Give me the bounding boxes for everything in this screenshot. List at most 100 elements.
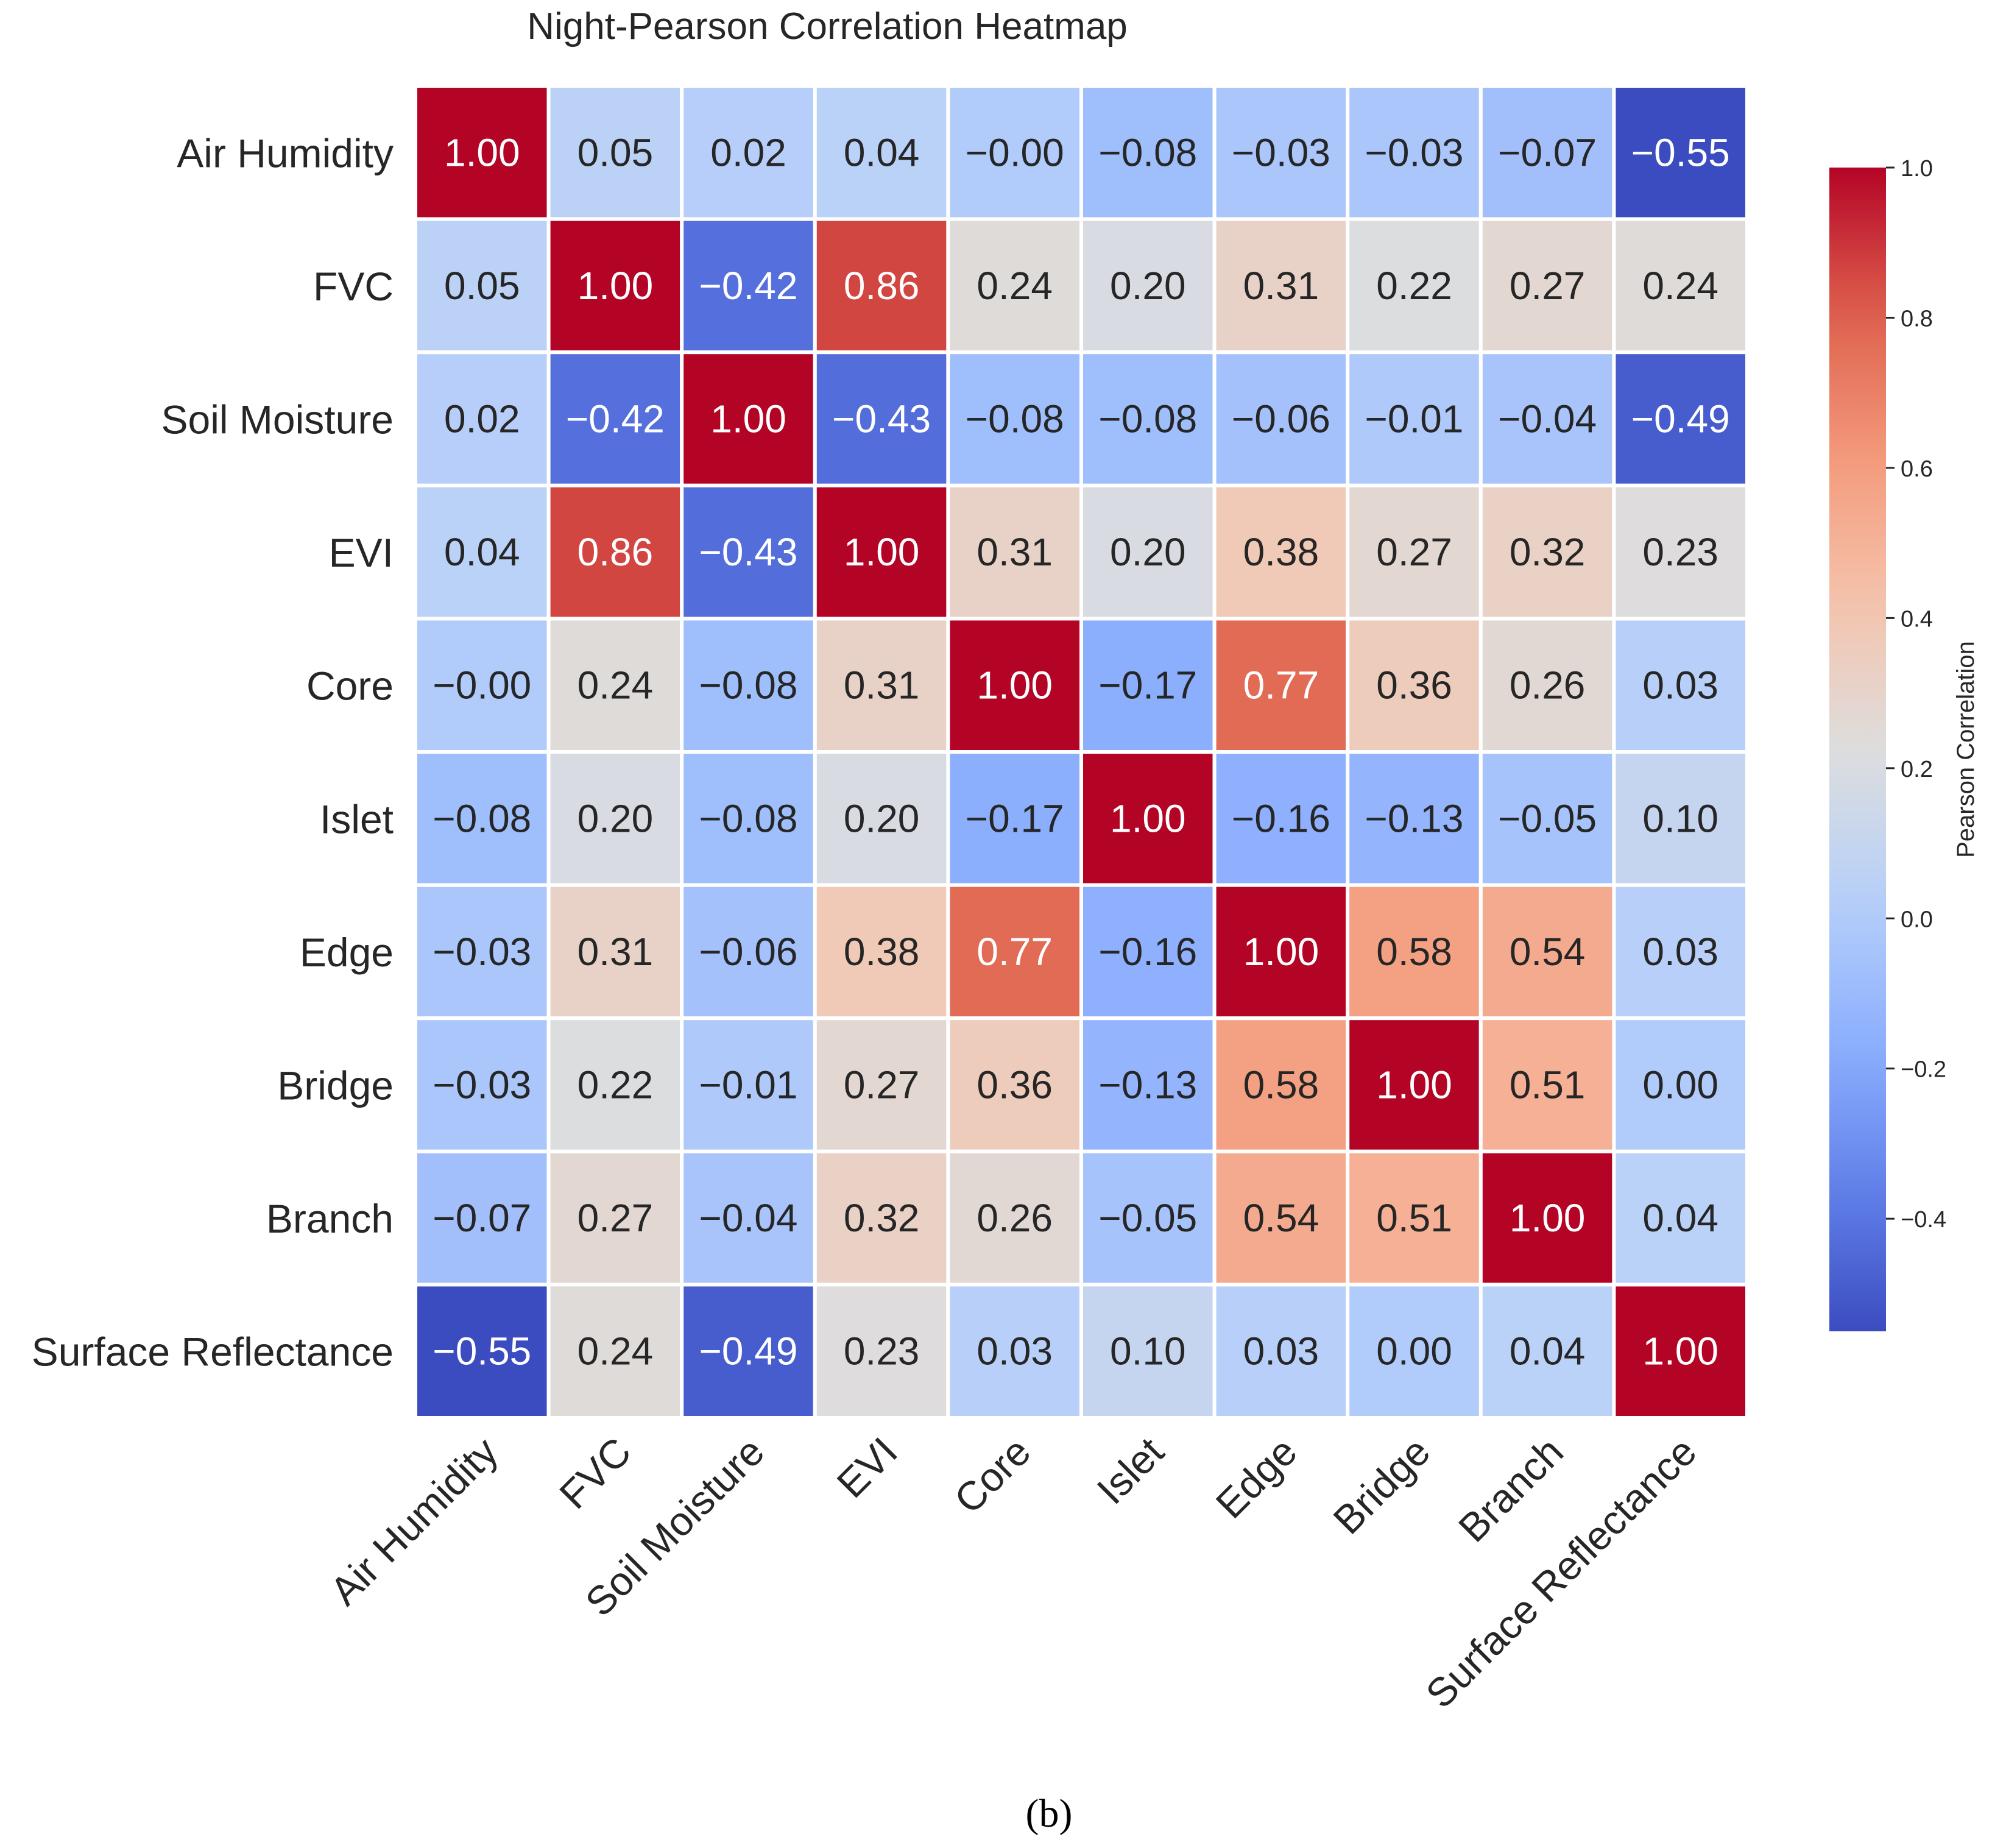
cell-value-label: −0.07 — [433, 1196, 531, 1240]
heatmap-cell — [946, 1016, 1084, 1153]
heatmap-cell — [1612, 350, 1749, 487]
heatmap-cell — [1079, 1016, 1217, 1153]
cell-value-label: −0.13 — [1365, 796, 1464, 840]
cell-value-label: −0.00 — [433, 664, 531, 707]
column-label: Bridge — [1324, 1429, 1438, 1543]
cell-value-label: 0.51 — [1376, 1196, 1452, 1240]
cell-value-label: 0.05 — [577, 130, 654, 174]
colorbar: 1.0 0.8 0.6 0.4 0.2 0.0 −0.2 −0.4 Pearson Correl… — [1829, 156, 1979, 1331]
cell-value-label: 0.51 — [1510, 1063, 1586, 1107]
heatmap-cell — [680, 750, 817, 887]
cell-value-label: 0.24 — [1642, 264, 1718, 308]
colorbar-tick-label: 0.2 — [1901, 757, 1933, 782]
cell-value-label: 1.00 — [577, 264, 654, 308]
heatmap-cell — [414, 1149, 551, 1287]
chart-title: Night-Pearson Correlation Heatmap — [527, 5, 1128, 48]
cell-value-label: −0.49 — [1631, 397, 1730, 441]
heatmap-cell — [813, 750, 950, 887]
cell-value-label: 0.10 — [1642, 796, 1718, 840]
cell-value-label: 0.27 — [844, 1063, 920, 1107]
heatmap-cell — [546, 217, 684, 355]
row-label: EVI — [329, 530, 394, 575]
heatmap-cell — [1212, 1016, 1350, 1153]
heatmap-cell — [1212, 617, 1350, 754]
heatmap-cell — [1346, 617, 1483, 754]
cell-value-label: −0.43 — [699, 530, 798, 574]
cell-value-label: −0.08 — [1098, 397, 1197, 441]
cell-value-label: −0.08 — [1098, 130, 1197, 174]
cell-value-label: 0.27 — [577, 1196, 654, 1240]
heatmap-cell — [813, 217, 950, 355]
colorbar-tick-label: 0.8 — [1901, 306, 1933, 331]
heatmap-cell — [546, 617, 684, 754]
colorbar-tick-label: 0.6 — [1901, 456, 1933, 482]
cell-value-label: −0.03 — [433, 930, 531, 974]
cell-value-label: −0.05 — [1498, 796, 1597, 840]
cell-value-label: −0.03 — [433, 1063, 531, 1107]
cell-value-label: −0.08 — [699, 664, 798, 707]
cell-value-label: 1.00 — [1110, 796, 1186, 840]
cell-value-label: 0.04 — [1642, 1196, 1718, 1240]
heatmap-cell — [1079, 84, 1217, 221]
heatmap-cell — [1478, 750, 1616, 887]
colorbar-gradient — [1829, 168, 1886, 1331]
cell-value-label: 0.86 — [844, 264, 920, 308]
cell-value-label: −0.03 — [1365, 130, 1464, 174]
heatmap-cell — [813, 1283, 950, 1420]
heatmap-cell — [414, 483, 551, 621]
heatmap-cell — [1612, 217, 1749, 355]
cell-value-label: 0.24 — [577, 664, 654, 707]
row-label: Bridge — [277, 1063, 394, 1108]
cell-value-label: 0.77 — [977, 930, 1053, 974]
cell-value-label: 0.00 — [1376, 1329, 1452, 1373]
heatmap-cell — [1612, 883, 1749, 1021]
column-label: Core — [945, 1429, 1039, 1522]
heatmap-cell — [946, 1149, 1084, 1287]
heatmap-cell — [1079, 883, 1217, 1021]
cell-value-label: 1.00 — [1642, 1329, 1718, 1373]
heatmap-cell — [546, 84, 684, 221]
cell-value-label: 0.24 — [977, 264, 1053, 308]
heatmap-cell — [414, 84, 551, 221]
heatmap-cells — [414, 84, 1749, 1420]
cell-value-label: 0.58 — [1243, 1063, 1319, 1107]
row-label: Core — [306, 664, 394, 709]
heatmap-cell — [1212, 217, 1350, 355]
heatmap-cell — [1346, 217, 1483, 355]
cell-value-label: −0.04 — [1498, 397, 1597, 441]
cell-value-label: −0.06 — [699, 930, 798, 974]
heatmap-cell — [1478, 1016, 1616, 1153]
colorbar-tick-label: 0.0 — [1901, 907, 1933, 932]
heatmap-cell — [1346, 84, 1483, 221]
heatmap-cell — [1079, 617, 1217, 754]
cell-value-label: 1.00 — [444, 130, 520, 174]
cell-value-label: 0.20 — [577, 796, 654, 840]
cell-value-label: 0.04 — [844, 130, 920, 174]
heatmap-cell — [1478, 883, 1616, 1021]
row-label: Edge — [300, 930, 394, 975]
cell-value-label: 1.00 — [977, 664, 1053, 707]
cell-value-label: −0.16 — [1098, 930, 1197, 974]
cell-value-label: 0.20 — [844, 796, 920, 840]
cell-value-label: 0.05 — [444, 264, 520, 308]
colorbar-tick-label: −0.2 — [1901, 1057, 1946, 1083]
cell-value-label: −0.08 — [966, 397, 1064, 441]
cell-value-label: −0.55 — [1631, 130, 1730, 174]
cell-value-label: 0.27 — [1510, 264, 1586, 308]
heatmap-cell — [813, 1149, 950, 1287]
row-label: Islet — [320, 796, 394, 841]
cell-value-label: 0.20 — [1110, 530, 1186, 574]
cell-value-label: 0.31 — [577, 930, 654, 974]
heatmap-cell — [1346, 350, 1483, 487]
cell-value-label: 0.36 — [977, 1063, 1053, 1107]
heatmap-cell — [1612, 1149, 1749, 1287]
heatmap-cell — [1079, 1283, 1217, 1420]
heatmap-cell — [946, 750, 1084, 887]
cell-value-label: 0.04 — [1510, 1329, 1586, 1373]
cell-value-label: 0.03 — [1642, 930, 1718, 974]
cell-value-label: 0.22 — [577, 1063, 654, 1107]
cell-value-label: 0.31 — [977, 530, 1053, 574]
cell-value-label: 0.10 — [1110, 1329, 1186, 1373]
cell-value-label: 1.00 — [1243, 930, 1319, 974]
